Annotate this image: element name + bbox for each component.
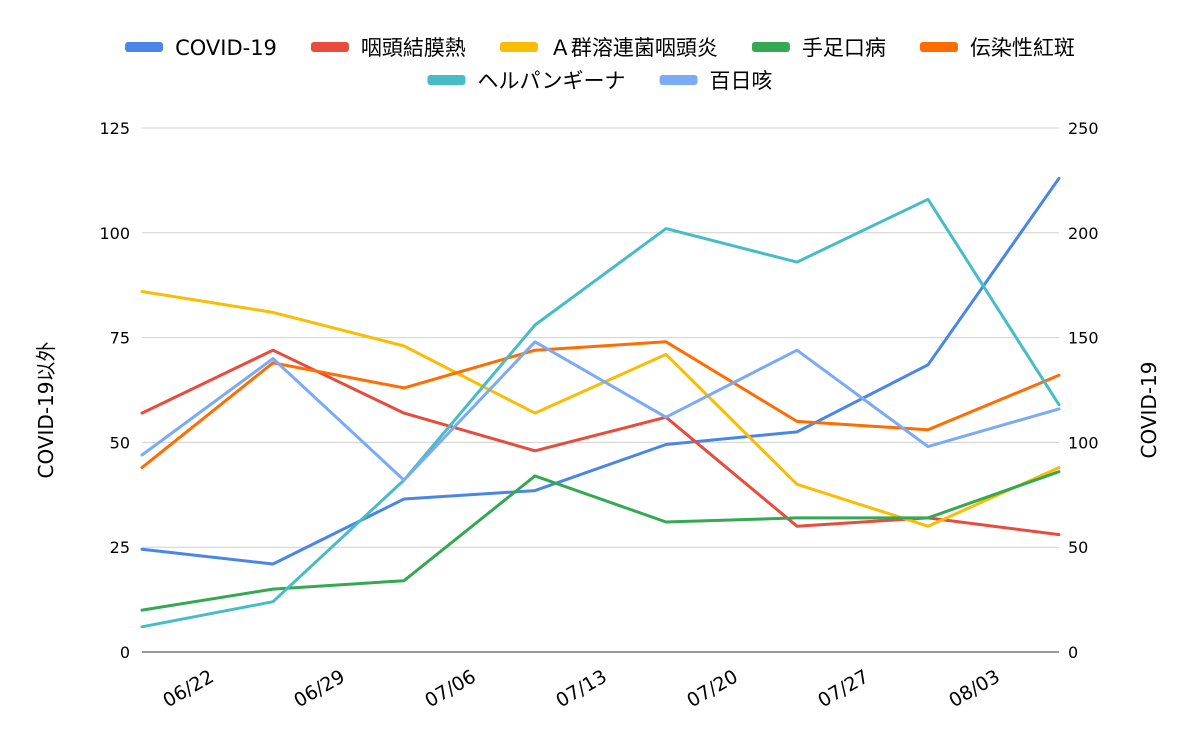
series-line bbox=[140, 340, 1061, 470]
legend-swatch bbox=[427, 75, 466, 85]
right-axis-ticks: 0 50 100 150 200 250 bbox=[1068, 119, 1099, 662]
series-line bbox=[140, 197, 1061, 629]
legend-label: Ａ群溶連菌咽頭炎 bbox=[550, 36, 718, 60]
left-tick-label: 0 bbox=[120, 643, 130, 662]
legend-swatch bbox=[919, 42, 958, 52]
right-tick-label: 100 bbox=[1068, 433, 1099, 452]
series-line bbox=[140, 290, 1061, 528]
legend-label: 伝染性紅斑 bbox=[970, 36, 1075, 60]
legend-label: COVID-19 bbox=[175, 36, 277, 60]
right-tick-label: 200 bbox=[1068, 224, 1099, 243]
series-line bbox=[140, 470, 1061, 612]
series-lines bbox=[140, 176, 1061, 629]
left-tick-label: 100 bbox=[99, 224, 130, 243]
legend-swatch bbox=[659, 75, 698, 85]
left-axis-title: COVID-19以外 bbox=[34, 341, 58, 478]
right-tick-label: 250 bbox=[1068, 119, 1099, 138]
x-tick-label: 08/03 bbox=[945, 666, 1003, 712]
x-axis-ticks: 06/22 06/29 07/06 07/13 07/20 07/27 08/03 bbox=[159, 666, 1003, 712]
legend-swatch bbox=[751, 42, 790, 52]
legend-label: ヘルパンギーナ bbox=[477, 69, 625, 93]
legend-label: 手足口病 bbox=[802, 36, 886, 60]
left-axis-ticks: 0 25 50 75 100 125 bbox=[99, 119, 130, 662]
right-axis-title: COVID-19 bbox=[1137, 361, 1161, 458]
left-tick-label: 125 bbox=[99, 119, 130, 138]
legend-swatch bbox=[125, 42, 164, 52]
x-tick-label: 06/22 bbox=[159, 666, 217, 712]
left-tick-label: 25 bbox=[110, 538, 130, 557]
x-tick-label: 06/29 bbox=[290, 666, 348, 712]
series-line bbox=[140, 176, 1061, 566]
series-line bbox=[140, 340, 1061, 482]
legend-swatch bbox=[310, 42, 349, 52]
right-tick-label: 0 bbox=[1068, 643, 1078, 662]
legend-swatch bbox=[499, 42, 538, 52]
x-tick-label: 07/20 bbox=[683, 666, 741, 712]
gridlines bbox=[142, 127, 1059, 653]
right-tick-label: 50 bbox=[1068, 538, 1088, 557]
x-tick-label: 07/13 bbox=[552, 666, 610, 712]
x-tick-label: 07/27 bbox=[814, 666, 872, 712]
x-tick-label: 07/06 bbox=[421, 666, 479, 712]
legend-label: 咽頭結膜熱 bbox=[361, 36, 466, 60]
legend-label: 百日咳 bbox=[710, 69, 773, 93]
left-tick-label: 50 bbox=[110, 433, 130, 452]
left-tick-label: 75 bbox=[110, 329, 130, 348]
right-tick-label: 150 bbox=[1068, 329, 1099, 348]
